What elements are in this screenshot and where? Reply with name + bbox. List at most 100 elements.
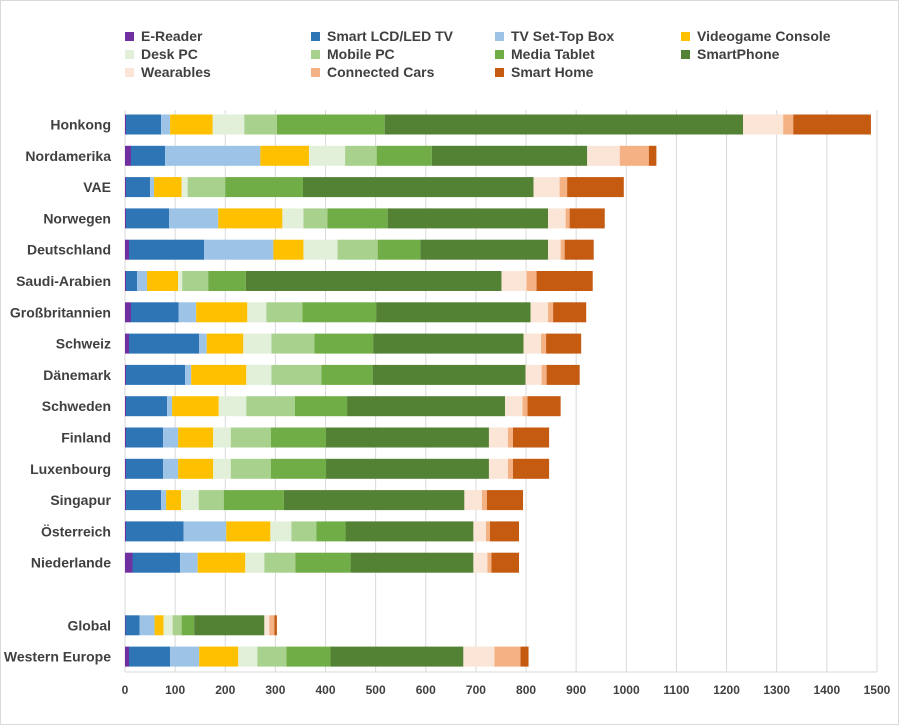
bar-schweiz-wearables xyxy=(523,333,542,354)
bar-o-sterreich-mobile-pc xyxy=(291,521,317,542)
category-label-vae: VAE xyxy=(83,179,111,195)
bar-singapur-smart-home xyxy=(486,490,524,511)
legend-label: SmartPhone xyxy=(697,46,780,62)
bar-norwegen-smart-home xyxy=(569,208,605,229)
legend-swatch xyxy=(495,67,504,77)
category-label-singapur: Singapur xyxy=(50,492,111,508)
bar-global-smart-lcd-led-tv xyxy=(125,615,140,636)
bar-singapur-mobile-pc xyxy=(198,490,224,511)
legend-label: Desk PC xyxy=(141,46,198,62)
legend-item-wearables: Wearables xyxy=(125,63,211,81)
bar-schweiz-tv-set-top-box xyxy=(199,333,207,354)
bar-vae-wearables xyxy=(533,177,560,198)
bar-da-nemark-tv-set-top-box xyxy=(185,364,192,385)
bar-o-sterreich-smartphone xyxy=(345,521,474,542)
bar-vae-videogame-console xyxy=(154,177,182,198)
bar-honkong-mobile-pc xyxy=(244,114,277,135)
bar-niederlande-e-reader xyxy=(125,552,133,573)
legend-swatch xyxy=(495,31,504,41)
x-tick-label: 1000 xyxy=(613,683,640,697)
category-labels: Honkong Nordamerika VAE Norwegen Deutschland… xyxy=(4,117,112,665)
bars xyxy=(125,114,871,667)
bar-honkong-smart-home xyxy=(793,114,871,135)
bar-norwegen-tv-set-top-box xyxy=(169,208,219,229)
x-tick-label: 200 xyxy=(215,683,235,697)
bar-honkong-videogame-console xyxy=(170,114,213,135)
bar-deutschland-smart-lcd-led-tv xyxy=(129,239,205,260)
bar-vae-tv-set-top-box xyxy=(150,177,155,198)
bar-finland-media-tablet xyxy=(270,427,327,448)
legend-item-desk-pc: Desk PC xyxy=(125,45,198,63)
bar-o-sterreich-desk-pc xyxy=(270,521,292,542)
bar-schweden-tv-set-top-box xyxy=(167,396,173,417)
bar-gro-britannien-smart-home xyxy=(553,302,587,323)
bar-norwegen-wearables xyxy=(548,208,566,229)
bar-niederlande-media-tablet xyxy=(295,552,351,573)
bar-nordamerika-media-tablet xyxy=(376,145,432,166)
category-label-deutschland: Deutschland xyxy=(27,242,111,258)
bar-singapur-desk-pc xyxy=(181,490,199,511)
bar-gro-britannien-videogame-console xyxy=(196,302,248,323)
bar-deutschland-connected-cars xyxy=(560,239,565,260)
legend-swatch xyxy=(681,31,690,41)
gridlines xyxy=(124,110,878,672)
legend-swatch xyxy=(125,31,134,41)
bar-luxenbourg-smartphone xyxy=(326,458,489,479)
bar-schweden-connected-cars xyxy=(522,396,528,417)
bar-luxenbourg-videogame-console xyxy=(178,458,214,479)
category-label-schweiz: Schweiz xyxy=(56,336,111,352)
bar-western-europe-wearables xyxy=(463,646,495,667)
bar-singapur-media-tablet xyxy=(223,490,284,511)
legend-label: Connected Cars xyxy=(327,64,435,80)
legend-label: Smart LCD/LED TV xyxy=(327,28,454,44)
bar-nordamerika-tv-set-top-box xyxy=(165,145,261,166)
bar-schweiz-smartphone xyxy=(373,333,524,354)
bar-schweiz-connected-cars xyxy=(541,333,547,354)
bar-vae-mobile-pc xyxy=(187,177,226,198)
bar-niederlande-smartphone xyxy=(350,552,474,573)
bar-honkong-smartphone xyxy=(384,114,744,135)
bar-deutschland-desk-pc xyxy=(303,239,338,260)
bar-singapur-tv-set-top-box xyxy=(161,490,167,511)
bar-schweden-e-reader xyxy=(125,396,127,417)
bar-luxenbourg-desk-pc xyxy=(213,458,231,479)
category-label-norwegen: Norwegen xyxy=(43,210,111,226)
bar-singapur-connected-cars xyxy=(481,490,487,511)
bar-western-europe-mobile-pc xyxy=(257,646,287,667)
bar-global-desk-pc xyxy=(163,615,173,636)
bar-singapur-smart-lcd-led-tv xyxy=(126,490,162,511)
bar-deutschland-wearables xyxy=(548,239,561,260)
bar-western-europe-smartphone xyxy=(330,646,464,667)
bar-vae-desk-pc xyxy=(181,177,188,198)
bar-niederlande-smart-home xyxy=(491,552,520,573)
bar-nordamerika-smart-home xyxy=(648,145,657,166)
bar-western-europe-connected-cars xyxy=(494,646,521,667)
bar-da-nemark-e-reader xyxy=(125,364,127,385)
category-label-western-europe: Western Europe xyxy=(4,649,111,665)
bar-gro-britannien-mobile-pc xyxy=(266,302,303,323)
bar-nordamerika-desk-pc xyxy=(308,145,346,166)
bar-vae-smart-lcd-led-tv xyxy=(126,177,151,198)
bar-finland-wearables xyxy=(488,427,508,448)
bar-deutschland-smartphone xyxy=(420,239,549,260)
bar-nordamerika-connected-cars xyxy=(619,145,649,166)
legend-swatch xyxy=(311,67,320,77)
bar-o-sterreich-tv-set-top-box xyxy=(183,521,227,542)
bar-finland-connected-cars xyxy=(507,427,514,448)
x-tick-label: 800 xyxy=(516,683,536,697)
bar-global-smart-home xyxy=(274,615,277,636)
bar-schweiz-smart-lcd-led-tv xyxy=(129,333,200,354)
legend-swatch xyxy=(311,31,320,41)
category-label-honkong: Honkong xyxy=(50,117,111,133)
bar-global-e-reader xyxy=(125,615,126,636)
bar-schweden-smartphone xyxy=(347,396,505,417)
bar-western-europe-tv-set-top-box xyxy=(170,646,200,667)
x-tick-label: 0 xyxy=(122,683,129,697)
bar-deutschland-tv-set-top-box xyxy=(204,239,274,260)
bar-honkong-desk-pc xyxy=(212,114,245,135)
category-label-o-sterreich: Österreich xyxy=(41,523,111,539)
bar-norwegen-smartphone xyxy=(387,208,549,229)
x-tick-label: 600 xyxy=(416,683,436,697)
bar-honkong-tv-set-top-box xyxy=(161,114,171,135)
bar-nordamerika-videogame-console xyxy=(260,145,309,166)
